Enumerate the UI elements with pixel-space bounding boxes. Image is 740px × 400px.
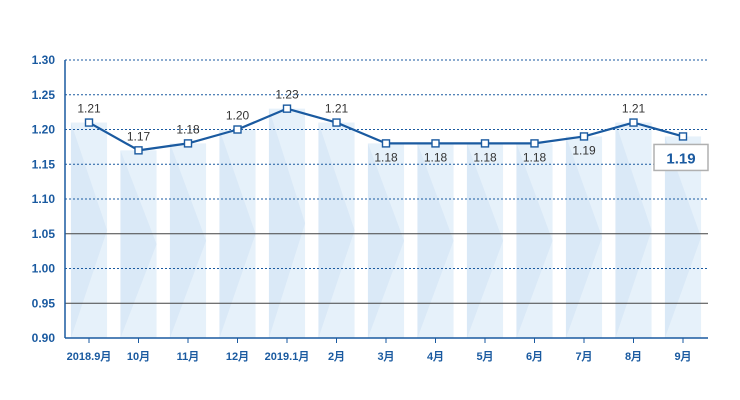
y-tick-label: 1.00 — [32, 262, 56, 276]
y-tick-label: 1.15 — [32, 157, 56, 171]
data-point-marker — [678, 132, 688, 141]
data-point-marker — [233, 125, 242, 134]
x-tick-label: 12月 — [226, 350, 249, 363]
last-value-label: 1.19 — [666, 150, 695, 167]
data-point-marker — [381, 139, 391, 148]
data-label: 1.18 — [523, 150, 547, 164]
column-band — [516, 143, 553, 338]
band-pattern — [417, 143, 454, 338]
column-band — [565, 136, 603, 338]
data-label: 1.21 — [622, 102, 646, 116]
x-tick-label: 2018.9月 — [67, 350, 112, 363]
band-pattern — [466, 143, 504, 338]
x-tick-label: 4月 — [427, 350, 444, 363]
band-pattern — [565, 136, 603, 338]
data-points — [84, 104, 688, 155]
data-label: 1.21 — [325, 102, 349, 116]
y-tick-label: 1.05 — [32, 227, 56, 241]
band-pattern — [268, 108, 306, 339]
x-tick-label: 11月 — [177, 350, 200, 363]
x-tick-label: 9月 — [674, 350, 691, 363]
x-tick-label: 10月 — [127, 350, 150, 363]
data-point-marker — [480, 139, 490, 148]
band-pattern — [318, 122, 355, 338]
data-label: 1.17 — [127, 129, 151, 143]
data-point-marker — [629, 118, 638, 127]
data-point-marker — [134, 146, 143, 155]
data-label: 1.19 — [572, 143, 596, 157]
column-band — [615, 122, 652, 338]
column-band — [169, 143, 207, 338]
band-pattern — [664, 136, 702, 338]
x-tick-label: 8月 — [625, 350, 642, 363]
data-label: 1.23 — [275, 88, 299, 102]
band-pattern — [516, 143, 553, 338]
x-axis-ticks: 2018.9月 10月 11月 12月 2019.1月 2月 3月 4月 5月 6月 7月 8月 9月 — [67, 338, 692, 363]
data-point-marker — [579, 132, 589, 141]
column-band — [70, 122, 108, 338]
x-tick-label: 6月 — [526, 350, 543, 363]
band-pattern — [367, 143, 405, 338]
data-point-marker — [183, 139, 193, 148]
data-labels: 1.21 1.17 1.18 1.20 1.23 1.21 1.18 1.18 1.18 1.18… — [77, 88, 645, 165]
y-tick-label: 0.95 — [32, 296, 56, 310]
column-band — [268, 108, 306, 339]
y-axis-ticks: 0.90 0.95 1.00 1.05 1.10 1.15 1.20 1.25 1.30 — [32, 53, 56, 345]
y-tick-label: 1.30 — [32, 53, 56, 67]
column-band — [120, 150, 157, 338]
data-label: 1.18 — [424, 150, 448, 164]
column-band — [417, 143, 454, 338]
column-band — [466, 143, 504, 338]
data-point-marker — [282, 104, 292, 113]
data-point-marker — [84, 118, 94, 127]
y-tick-label: 1.25 — [32, 88, 56, 102]
column-band — [318, 122, 355, 338]
band-pattern — [70, 122, 108, 338]
band-pattern — [615, 122, 652, 338]
data-label: 1.21 — [77, 102, 101, 116]
x-tick-label: 7月 — [575, 350, 592, 363]
y-tick-label: 1.20 — [32, 123, 56, 137]
data-label: 1.18 — [473, 150, 497, 164]
band-pattern — [169, 143, 207, 338]
data-label: 1.18 — [176, 122, 200, 136]
x-tick-label: 3月 — [377, 350, 394, 363]
data-point-marker — [530, 139, 539, 148]
band-pattern — [120, 150, 157, 338]
x-tick-label: 2月 — [328, 350, 345, 363]
y-tick-label: 1.10 — [32, 192, 56, 206]
x-tick-label: 2019.1月 — [265, 350, 310, 363]
data-label: 1.18 — [374, 150, 398, 164]
last-value-box — [653, 143, 709, 172]
column-band — [367, 143, 405, 338]
data-point-marker — [431, 139, 440, 148]
x-tick-label: 5月 — [476, 350, 493, 363]
last-value-callout: 1.19 — [653, 143, 709, 172]
y-tick-label: 0.90 — [32, 331, 56, 345]
data-point-marker — [332, 118, 341, 127]
grid-lines — [65, 59, 708, 304]
data-label: 1.20 — [226, 109, 250, 123]
